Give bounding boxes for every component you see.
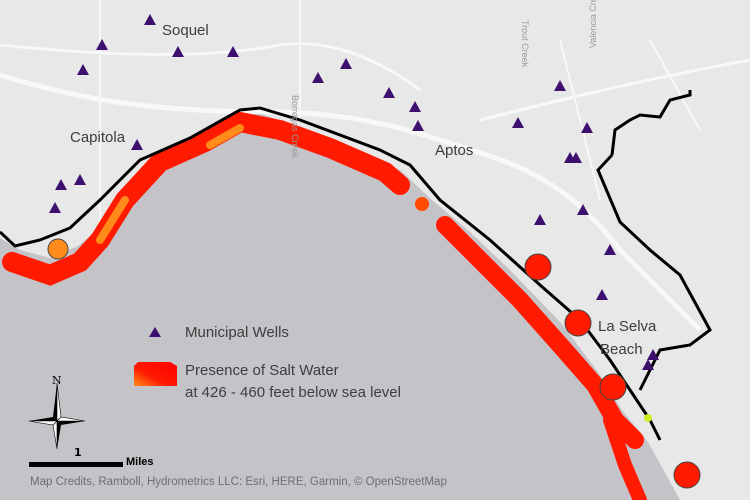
- well-triangle-icon: [383, 87, 395, 98]
- creek-trout: Trout Creek: [520, 20, 530, 68]
- place-capitola: Capitola: [70, 129, 126, 146]
- legend-well-triangle-icon: [149, 327, 161, 337]
- well-triangle-icon: [534, 214, 546, 225]
- legend-wells-label: Municipal Wells: [185, 324, 289, 341]
- salt-water-presence: [2, 111, 647, 500]
- well-triangle-icon: [55, 179, 67, 190]
- legend-salt-label-1: Presence of Salt Water: [185, 362, 339, 379]
- well-triangle-icon: [409, 101, 421, 112]
- scale-bar: [29, 462, 123, 467]
- north-arrow-icon: [28, 382, 86, 450]
- well-triangle-icon: [312, 72, 324, 83]
- creek-borregas: Borregas Creek: [290, 95, 300, 159]
- well-triangle-icon: [570, 152, 582, 163]
- well-triangle-icon: [647, 349, 659, 360]
- place-soquel: Soquel: [162, 22, 209, 39]
- place-la-selva-beach: Beach: [600, 341, 643, 358]
- well-triangle-icon: [340, 58, 352, 69]
- well-triangle-icon: [596, 289, 608, 300]
- map-credits: Map Credits, Ramboll, Hydrometrics LLC: …: [30, 476, 447, 488]
- well-triangle-icon: [642, 359, 654, 370]
- well-triangle-icon: [554, 80, 566, 91]
- legend-salt-label-2: at 426 - 460 feet below sea level: [185, 384, 401, 401]
- municipal-wells: [49, 14, 659, 370]
- roads: [0, 0, 750, 332]
- well-triangle-icon: [227, 46, 239, 57]
- place-aptos: Aptos: [435, 142, 474, 159]
- well-triangle-icon: [144, 14, 156, 25]
- well-triangle-icon: [581, 122, 593, 133]
- well-triangle-icon: [77, 64, 89, 75]
- well-triangle-icon: [512, 117, 524, 128]
- well-triangle-icon: [131, 139, 143, 150]
- well-triangle-icon: [577, 204, 589, 215]
- creek-valencia: Valencia Creek: [588, 0, 598, 48]
- legend-salt-swatch: [134, 362, 177, 386]
- well-triangle-icon: [172, 46, 184, 57]
- place-la-selva: La Selva: [598, 318, 657, 335]
- well-triangle-icon: [74, 174, 86, 185]
- well-triangle-icon: [604, 244, 616, 255]
- north-label: N: [52, 374, 62, 387]
- scale-value: 1: [74, 446, 82, 459]
- monterey-bay-sea: [0, 114, 680, 500]
- well-triangle-icon: [96, 39, 108, 50]
- scale-unit: Miles: [126, 456, 154, 468]
- monitoring-circles: [47, 238, 701, 489]
- well-triangle-icon: [412, 120, 424, 131]
- well-triangle-icon: [49, 202, 61, 213]
